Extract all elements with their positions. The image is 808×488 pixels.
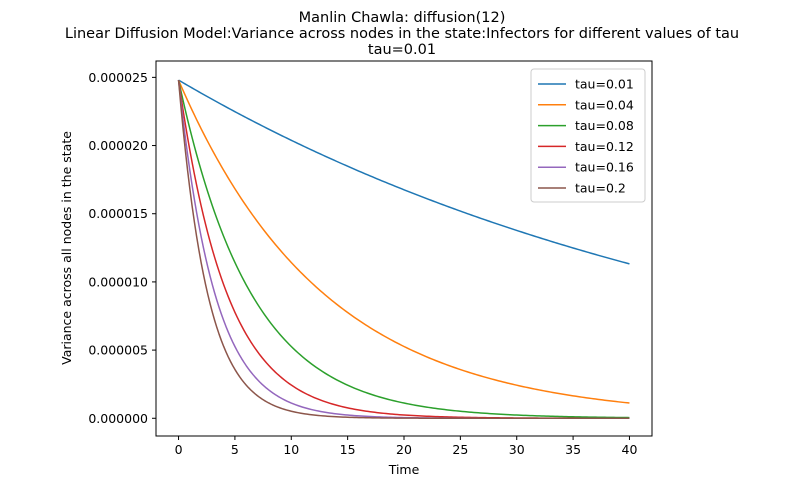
- chart-title-line-2: Linear Diffusion Model:Variance across n…: [65, 26, 739, 42]
- chart-title-line-1: Manlin Chawla: diffusion(12): [299, 10, 506, 26]
- y-axis-label: Variance across all nodes in the state: [59, 131, 74, 365]
- y-tick-label: 0.000010: [88, 274, 148, 289]
- y-tick-label: 0.000025: [88, 70, 148, 85]
- y-tick-label: 0.000020: [88, 138, 148, 153]
- legend-label: tau=0.2: [575, 181, 626, 196]
- series-line-tau-0-01: [178, 79, 630, 265]
- legend-label: tau=0.16: [575, 160, 634, 175]
- x-tick-label: 30: [509, 442, 525, 457]
- y-tick-label: 0.000005: [88, 343, 148, 358]
- chart-title: Manlin Chawla: diffusion(12) Linear Diff…: [65, 10, 739, 58]
- x-tick-label: 15: [340, 442, 356, 457]
- chart-title-line-3: tau=0.01: [368, 42, 436, 58]
- y-tick-label: 0.000015: [88, 206, 148, 221]
- legend: tau=0.01 tau=0.04 tau=0.08 tau=0.12 tau=0.16…: [530, 68, 646, 203]
- legend-label: tau=0.08: [575, 118, 634, 133]
- y-tick-label: 0.000000: [88, 411, 148, 426]
- series-line-tau-0-2: [177, 80, 630, 420]
- x-tick-label: 40: [622, 442, 638, 457]
- x-tick-label: 20: [396, 442, 412, 457]
- tick-layer: 0 5 10 15 20 25 30 35 40 0.000000 0.000005 0.000010…: [88, 70, 637, 457]
- x-tick-label: 0: [175, 442, 183, 457]
- series-line-tau-0-08: [177, 79, 630, 419]
- legend-label: tau=0.12: [575, 139, 634, 154]
- legend-label: tau=0.01: [575, 77, 634, 92]
- x-axis-label: Time: [388, 462, 420, 477]
- plot-frame: [155, 60, 653, 437]
- x-tick-label: 25: [452, 442, 468, 457]
- legend-frame: [530, 68, 646, 203]
- x-tick-label: 35: [565, 442, 581, 457]
- x-tick-label: 10: [283, 442, 299, 457]
- legend-label: tau=0.04: [575, 97, 634, 112]
- series-layer: [177, 79, 630, 420]
- series-line-tau-0-04: [177, 79, 630, 404]
- x-tick-label: 5: [231, 442, 239, 457]
